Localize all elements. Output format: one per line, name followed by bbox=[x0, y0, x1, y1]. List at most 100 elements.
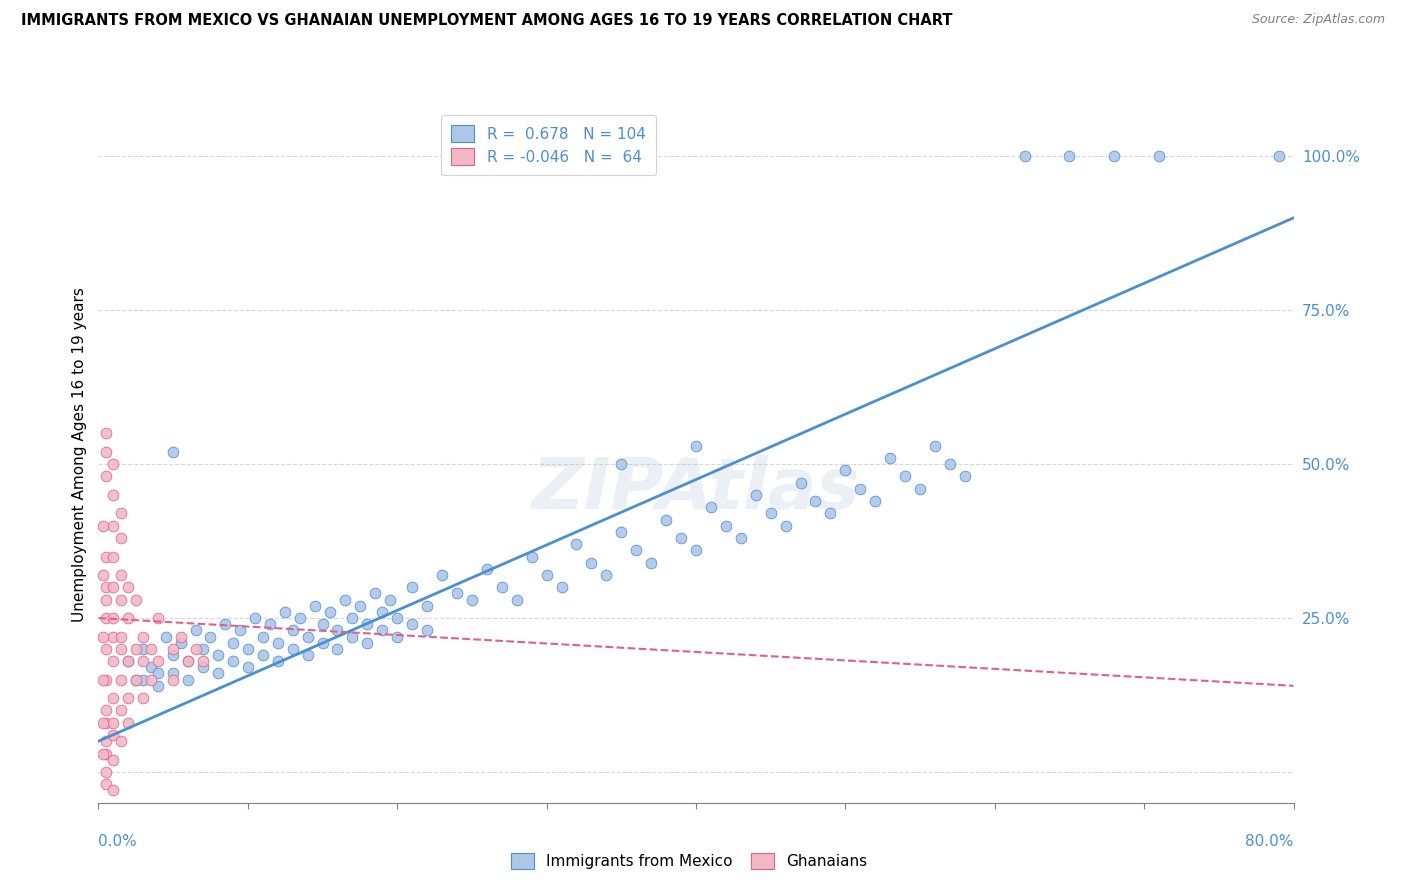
Point bbox=[191, 641, 214, 656]
Point bbox=[103, 783, 125, 797]
Point bbox=[491, 580, 513, 594]
Point bbox=[103, 518, 125, 533]
Point bbox=[222, 654, 245, 668]
Point bbox=[655, 512, 678, 526]
Point bbox=[342, 611, 364, 625]
Point bbox=[177, 654, 200, 668]
Point bbox=[364, 586, 387, 600]
Point bbox=[110, 673, 132, 687]
Point bbox=[94, 747, 117, 761]
Point bbox=[155, 630, 177, 644]
Point bbox=[274, 605, 297, 619]
Point bbox=[1059, 149, 1081, 163]
Point bbox=[162, 666, 184, 681]
Point bbox=[139, 660, 162, 674]
Point bbox=[714, 518, 737, 533]
Point bbox=[110, 592, 132, 607]
Point bbox=[103, 630, 125, 644]
Point bbox=[908, 482, 931, 496]
Point bbox=[91, 715, 114, 730]
Text: 0.0%: 0.0% bbox=[98, 834, 138, 849]
Point bbox=[371, 624, 394, 638]
Point bbox=[506, 592, 529, 607]
Point bbox=[267, 654, 290, 668]
Point bbox=[624, 543, 647, 558]
Point bbox=[169, 636, 191, 650]
Point bbox=[94, 592, 117, 607]
Point bbox=[148, 654, 170, 668]
Text: IMMIGRANTS FROM MEXICO VS GHANAIAN UNEMPLOYMENT AMONG AGES 16 TO 19 YEARS CORREL: IMMIGRANTS FROM MEXICO VS GHANAIAN UNEMP… bbox=[21, 13, 953, 29]
Point bbox=[117, 715, 139, 730]
Point bbox=[595, 568, 617, 582]
Point bbox=[110, 507, 132, 521]
Point bbox=[162, 673, 184, 687]
Point bbox=[401, 617, 423, 632]
Point bbox=[94, 426, 117, 441]
Point bbox=[94, 703, 117, 717]
Point bbox=[385, 611, 409, 625]
Point bbox=[103, 611, 125, 625]
Point bbox=[281, 624, 304, 638]
Point bbox=[834, 463, 856, 477]
Point bbox=[461, 592, 484, 607]
Point bbox=[863, 494, 886, 508]
Point bbox=[94, 445, 117, 459]
Point bbox=[125, 592, 148, 607]
Point bbox=[148, 679, 170, 693]
Point bbox=[110, 630, 132, 644]
Point bbox=[745, 488, 768, 502]
Point bbox=[581, 556, 603, 570]
Point bbox=[139, 641, 162, 656]
Point bbox=[759, 507, 782, 521]
Point bbox=[267, 636, 290, 650]
Point bbox=[200, 630, 222, 644]
Point bbox=[730, 531, 752, 545]
Point bbox=[775, 518, 797, 533]
Point bbox=[207, 666, 229, 681]
Point bbox=[326, 641, 349, 656]
Point bbox=[117, 654, 139, 668]
Point bbox=[94, 611, 117, 625]
Point bbox=[132, 630, 155, 644]
Point bbox=[610, 457, 633, 471]
Point bbox=[297, 630, 319, 644]
Point bbox=[685, 543, 707, 558]
Point bbox=[252, 648, 274, 662]
Text: Source: ZipAtlas.com: Source: ZipAtlas.com bbox=[1251, 13, 1385, 27]
Point bbox=[550, 580, 572, 594]
Point bbox=[536, 568, 558, 582]
Point bbox=[132, 654, 155, 668]
Point bbox=[356, 636, 378, 650]
Point bbox=[229, 624, 252, 638]
Point bbox=[94, 469, 117, 483]
Point bbox=[103, 457, 125, 471]
Point bbox=[288, 611, 311, 625]
Point bbox=[789, 475, 811, 490]
Point bbox=[1267, 149, 1289, 163]
Point bbox=[94, 673, 117, 687]
Point bbox=[91, 630, 114, 644]
Point bbox=[103, 691, 125, 706]
Point bbox=[91, 673, 114, 687]
Point bbox=[939, 457, 962, 471]
Point bbox=[103, 753, 125, 767]
Text: ZIPAtlas: ZIPAtlas bbox=[531, 455, 860, 524]
Point bbox=[297, 648, 319, 662]
Point bbox=[245, 611, 267, 625]
Point bbox=[103, 549, 125, 564]
Y-axis label: Unemployment Among Ages 16 to 19 years: Unemployment Among Ages 16 to 19 years bbox=[72, 287, 87, 623]
Point bbox=[125, 673, 148, 687]
Point bbox=[252, 630, 274, 644]
Point bbox=[117, 611, 139, 625]
Point bbox=[94, 777, 117, 791]
Point bbox=[103, 488, 125, 502]
Point bbox=[91, 747, 114, 761]
Point bbox=[132, 691, 155, 706]
Point bbox=[236, 641, 259, 656]
Point bbox=[319, 605, 342, 619]
Point bbox=[110, 734, 132, 748]
Point bbox=[184, 624, 207, 638]
Point bbox=[356, 617, 378, 632]
Point bbox=[169, 630, 191, 644]
Point bbox=[820, 507, 842, 521]
